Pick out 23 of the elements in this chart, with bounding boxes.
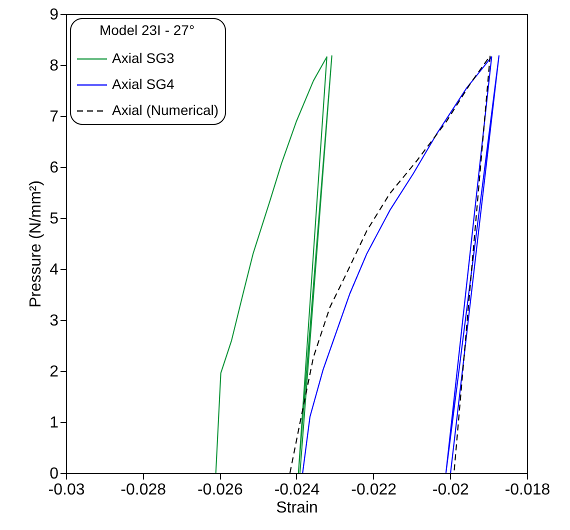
x-tick-label: -0.018 xyxy=(504,482,550,498)
y-tick-label: 1 xyxy=(50,414,59,432)
y-axis-title: Pressure (N/mm²) xyxy=(28,180,45,308)
y-tick-label: 6 xyxy=(50,160,59,176)
x-tick-label: -0.022 xyxy=(351,482,397,498)
x-tick-label: -0.024 xyxy=(274,482,320,498)
x-tick-label: -0.03 xyxy=(48,482,85,498)
y-tick-label: 5 xyxy=(50,210,59,228)
y-tick-label: 3 xyxy=(50,312,59,330)
x-tick-label: -0.028 xyxy=(120,482,166,498)
x-axis-title: Strain xyxy=(276,500,318,516)
y-tick-label: 9 xyxy=(50,6,59,24)
y-tick-label: 4 xyxy=(50,262,59,278)
legend-label: Axial SG4 xyxy=(112,76,174,92)
x-tick-label: -0.02 xyxy=(432,482,470,498)
y-tick-label: 0 xyxy=(50,466,59,482)
legend-title: Model 23I - 27° xyxy=(99,22,195,38)
legend-label: Axial SG3 xyxy=(112,50,174,66)
y-tick-label: 8 xyxy=(50,58,59,74)
y-tick-label: 7 xyxy=(50,108,59,126)
y-tick-label: 2 xyxy=(50,364,59,380)
legend-label: Axial (Numerical) xyxy=(112,102,219,118)
x-tick-label: -0.026 xyxy=(197,482,243,498)
